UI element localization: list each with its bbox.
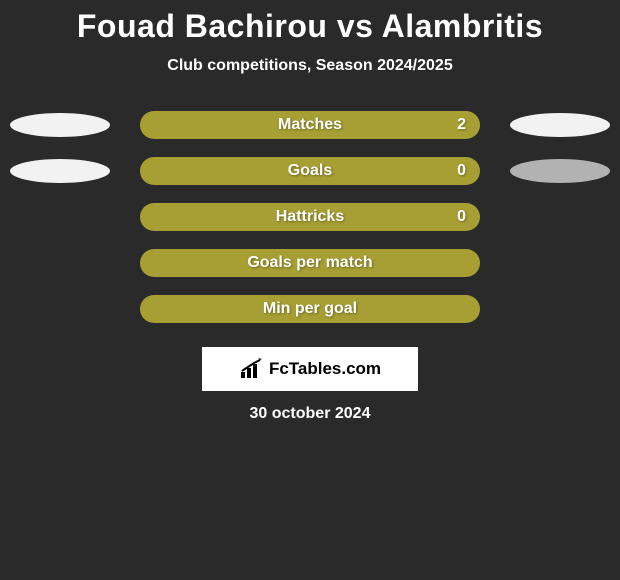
bar-wrap: Goals0 — [140, 157, 480, 185]
player2-name: Alambritis — [382, 8, 543, 44]
subtitle: Club competitions, Season 2024/2025 — [0, 57, 620, 75]
stat-row: Goals per match — [0, 249, 620, 277]
stat-row: Hattricks0 — [0, 203, 620, 231]
stat-row: Min per goal — [0, 295, 620, 323]
vs-text: vs — [337, 8, 374, 44]
stat-row: Goals0 — [0, 157, 620, 185]
stat-row: Matches2 — [0, 111, 620, 139]
bar-wrap: Goals per match — [140, 249, 480, 277]
logo-text: FcTables.com — [269, 359, 381, 379]
stat-bar — [140, 203, 480, 231]
right-ellipse-icon — [510, 113, 610, 137]
comparison-card: Fouad Bachirou vs Alambritis Club compet… — [0, 0, 620, 423]
stat-rows: Matches2 Goals0 Hattricks0 Goals per match M… — [0, 111, 620, 323]
date-text: 30 october 2024 — [0, 405, 620, 423]
left-ellipse-icon — [10, 113, 110, 137]
page-title: Fouad Bachirou vs Alambritis — [0, 8, 620, 45]
right-ellipse-icon — [510, 159, 610, 183]
player1-name: Fouad Bachirou — [77, 8, 328, 44]
stat-bar — [140, 295, 480, 323]
bar-wrap: Hattricks0 — [140, 203, 480, 231]
bar-wrap: Min per goal — [140, 295, 480, 323]
bar-wrap: Matches2 — [140, 111, 480, 139]
stat-bar — [140, 157, 480, 185]
logo-chart-icon — [239, 358, 265, 380]
logo-box: FcTables.com — [202, 347, 418, 391]
left-ellipse-icon — [10, 159, 110, 183]
stat-bar — [140, 249, 480, 277]
stat-bar — [140, 111, 480, 139]
